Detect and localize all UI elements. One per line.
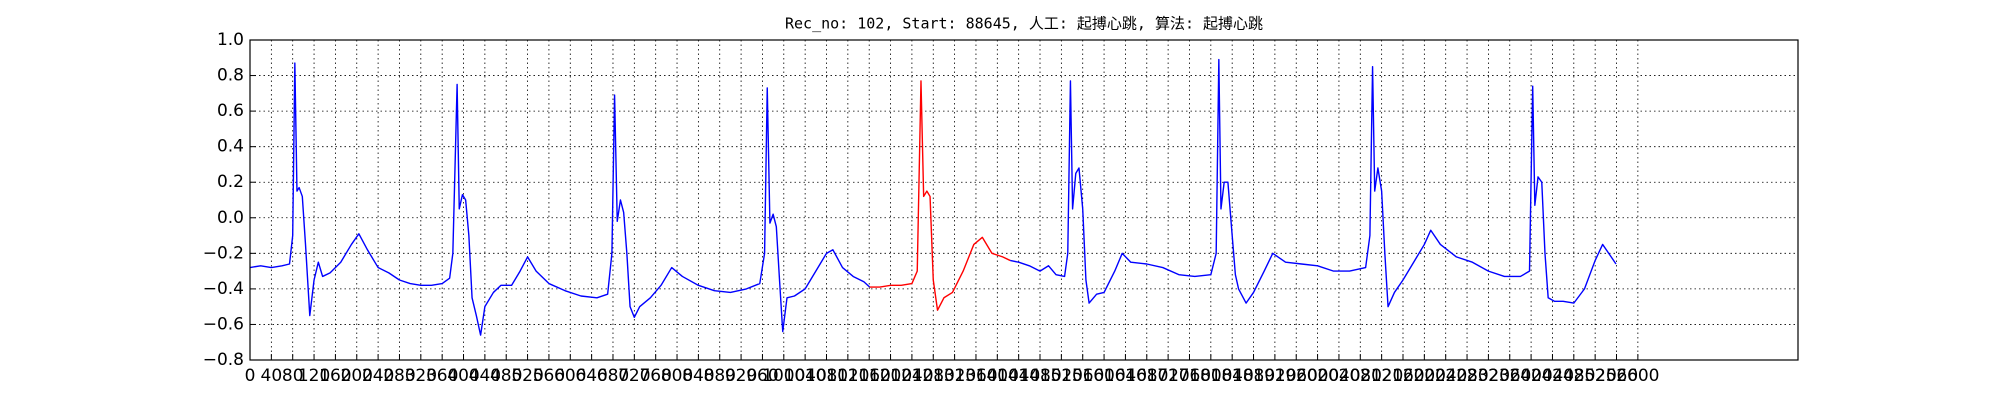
x-tick-label: 0 xyxy=(245,366,256,386)
x-tick-label: 1120 xyxy=(826,366,869,386)
y-tick-label: 0.6 xyxy=(217,101,244,121)
x-tick-label: 1360 xyxy=(954,366,997,386)
x-tick-label: 800 xyxy=(661,366,693,386)
x-tick-label: 280 xyxy=(383,366,415,386)
x-tick-label: 160 xyxy=(319,366,351,386)
y-tick-label: 0.0 xyxy=(217,208,244,228)
x-tick-label: 80 xyxy=(282,366,304,386)
y-tick-label: 0.8 xyxy=(217,66,244,86)
x-tick-label: 2400 xyxy=(1509,366,1552,386)
y-tick-label: 0.4 xyxy=(217,137,244,157)
x-tick-label: 1720 xyxy=(1146,366,1189,386)
x-tick-label: 1800 xyxy=(1189,366,1232,386)
x-tick-label: 1240 xyxy=(890,366,933,386)
x-tick-label: 2560 xyxy=(1595,366,1638,386)
x-tick-label: 720 xyxy=(618,366,650,386)
x-tick-label: 320 xyxy=(405,366,437,386)
x-tick-label: 2200 xyxy=(1403,366,1446,386)
x-tick-label: 2320 xyxy=(1467,366,1510,386)
x-tick-label: 640 xyxy=(575,366,607,386)
x-tick-label: 1440 xyxy=(997,366,1040,386)
x-tick-label: 2160 xyxy=(1381,366,1424,386)
x-tick-label: 560 xyxy=(533,366,565,386)
x-tick-label: 400 xyxy=(447,366,479,386)
x-tick-label: 2360 xyxy=(1488,366,1531,386)
x-tick-label: 1840 xyxy=(1211,366,1254,386)
x-tick-label: 2040 xyxy=(1317,366,1360,386)
x-tick-label: 1080 xyxy=(805,366,848,386)
y-tick-label: 1.0 xyxy=(217,30,244,50)
y-tick-label: 0.2 xyxy=(217,172,244,192)
x-tick-label: 1640 xyxy=(1104,366,1147,386)
x-tick-label: 520 xyxy=(511,366,543,386)
x-tick-label: 1280 xyxy=(912,366,955,386)
x-tick-label: 1480 xyxy=(1018,366,1061,386)
y-tick-label: −0.6 xyxy=(203,314,244,334)
x-tick-label: 2000 xyxy=(1296,366,1339,386)
x-tick-label: 1880 xyxy=(1232,366,1275,386)
x-tick-label: 2080 xyxy=(1339,366,1382,386)
x-tick-label: 1960 xyxy=(1275,366,1318,386)
data-line xyxy=(869,80,1011,311)
x-tick-label: 1680 xyxy=(1125,366,1168,386)
x-tick-label: 40 xyxy=(261,366,283,386)
x-tick-label: 2520 xyxy=(1574,366,1617,386)
x-tick-label: 120 xyxy=(298,366,330,386)
x-tick-label: 1760 xyxy=(1168,366,1211,386)
x-tick-label: 1000 xyxy=(762,366,805,386)
y-tick-label: −0.4 xyxy=(203,279,244,299)
x-tick-label: 1920 xyxy=(1253,366,1296,386)
x-tick-label: 600 xyxy=(554,366,586,386)
x-tick-label: 200 xyxy=(341,366,373,386)
x-tick-label: 1040 xyxy=(784,366,827,386)
x-tick-label: 880 xyxy=(704,366,736,386)
y-tick-label: −0.2 xyxy=(203,243,244,263)
x-tick-label: 920 xyxy=(725,366,757,386)
x-tick-label: 960 xyxy=(746,366,778,386)
x-tick-label: 1400 xyxy=(976,366,1019,386)
x-tick-label: 2240 xyxy=(1424,366,1467,386)
x-tick-label: 1600 xyxy=(1082,366,1125,386)
chart-title: Rec_no: 102, Start: 88645, 人工: 起搏心跳, 算法:… xyxy=(785,15,1263,33)
x-tick-label: 360 xyxy=(426,366,458,386)
x-tick-label: 840 xyxy=(682,366,714,386)
x-tick-label: 2440 xyxy=(1531,366,1574,386)
x-tick-label: 1520 xyxy=(1040,366,1083,386)
x-tick-label: 1320 xyxy=(933,366,976,386)
x-tick-label: 240 xyxy=(362,366,394,386)
x-tick-label: 760 xyxy=(639,366,671,386)
x-tick-label: 2280 xyxy=(1445,366,1488,386)
x-tick-label: 440 xyxy=(469,366,501,386)
x-tick-label: 2120 xyxy=(1360,366,1403,386)
x-tick-label: 1160 xyxy=(848,366,891,386)
x-tick-label: 680 xyxy=(597,366,629,386)
plot-frame xyxy=(249,39,1799,361)
y-tick-label: −0.8 xyxy=(203,350,244,370)
data-line xyxy=(249,58,1617,336)
x-tick-label: 1560 xyxy=(1061,366,1104,386)
x-tick-label: 2600 xyxy=(1616,366,1659,386)
x-tick-label: 1200 xyxy=(869,366,912,386)
x-tick-label: 2480 xyxy=(1552,366,1595,386)
x-tick-label: 480 xyxy=(490,366,522,386)
